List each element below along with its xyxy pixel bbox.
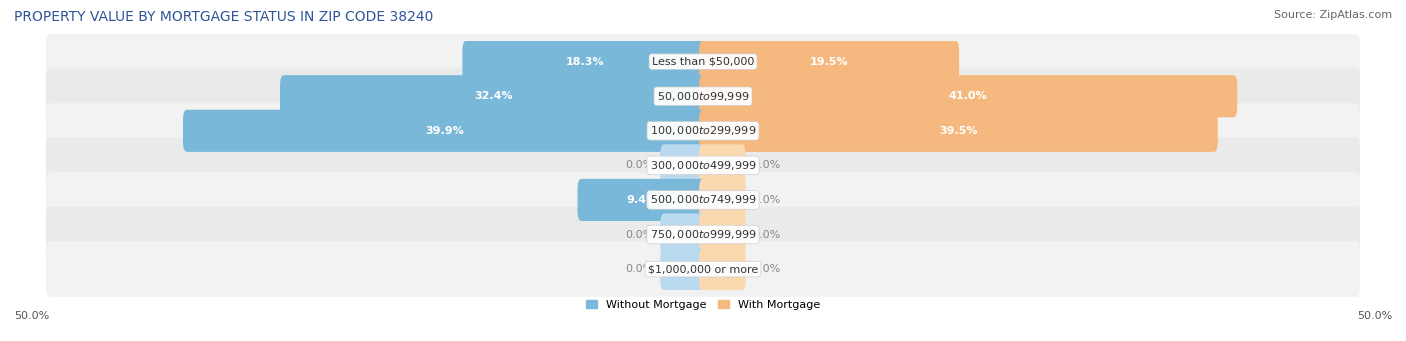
FancyBboxPatch shape [46,172,1360,228]
FancyBboxPatch shape [661,144,707,187]
Text: PROPERTY VALUE BY MORTGAGE STATUS IN ZIP CODE 38240: PROPERTY VALUE BY MORTGAGE STATUS IN ZIP… [14,10,433,24]
Text: $500,000 to $749,999: $500,000 to $749,999 [650,193,756,206]
Legend: Without Mortgage, With Mortgage: Without Mortgage, With Mortgage [582,295,824,314]
Text: 9.4%: 9.4% [627,195,658,205]
FancyBboxPatch shape [699,179,745,221]
Text: 18.3%: 18.3% [565,57,605,66]
FancyBboxPatch shape [699,75,1237,117]
FancyBboxPatch shape [183,110,707,152]
Text: 0.0%: 0.0% [752,264,780,274]
Text: 0.0%: 0.0% [626,229,654,239]
Text: $50,000 to $99,999: $50,000 to $99,999 [657,90,749,103]
FancyBboxPatch shape [661,213,707,256]
FancyBboxPatch shape [46,138,1360,193]
Text: 50.0%: 50.0% [1357,311,1392,321]
Text: Source: ZipAtlas.com: Source: ZipAtlas.com [1274,10,1392,20]
Text: 41.0%: 41.0% [949,91,987,101]
Text: 32.4%: 32.4% [474,91,513,101]
Text: 0.0%: 0.0% [752,160,780,170]
FancyBboxPatch shape [699,110,1218,152]
FancyBboxPatch shape [699,213,745,256]
FancyBboxPatch shape [46,69,1360,124]
FancyBboxPatch shape [46,34,1360,89]
Text: 0.0%: 0.0% [752,229,780,239]
Text: 50.0%: 50.0% [14,311,49,321]
Text: $100,000 to $299,999: $100,000 to $299,999 [650,124,756,137]
Text: $750,000 to $999,999: $750,000 to $999,999 [650,228,756,241]
FancyBboxPatch shape [463,41,707,83]
Text: $1,000,000 or more: $1,000,000 or more [648,264,758,274]
FancyBboxPatch shape [699,144,745,187]
Text: $300,000 to $499,999: $300,000 to $499,999 [650,159,756,172]
Text: 0.0%: 0.0% [626,264,654,274]
FancyBboxPatch shape [280,75,707,117]
FancyBboxPatch shape [661,248,707,290]
FancyBboxPatch shape [46,207,1360,262]
Text: 0.0%: 0.0% [626,160,654,170]
FancyBboxPatch shape [699,41,959,83]
Text: Less than $50,000: Less than $50,000 [652,57,754,66]
Text: 0.0%: 0.0% [752,195,780,205]
Text: 19.5%: 19.5% [810,57,848,66]
FancyBboxPatch shape [46,241,1360,297]
FancyBboxPatch shape [699,248,745,290]
FancyBboxPatch shape [578,179,707,221]
Text: 39.9%: 39.9% [426,126,464,136]
Text: 39.5%: 39.5% [939,126,977,136]
FancyBboxPatch shape [46,103,1360,159]
